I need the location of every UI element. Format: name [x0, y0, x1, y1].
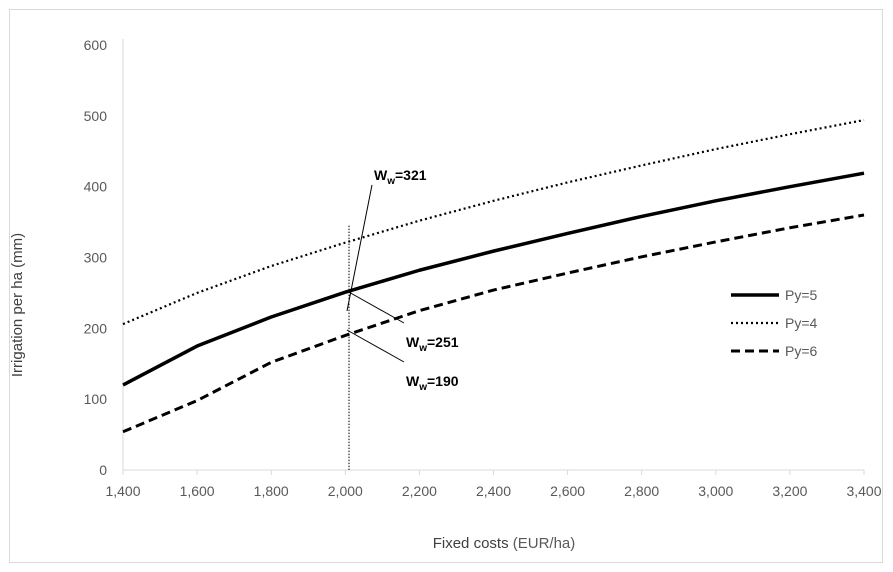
legend-label: Py=5 — [785, 287, 818, 303]
x-axis-title: Fixed costs (EUR/ha) — [433, 535, 576, 552]
series-line-py-5 — [122, 171, 865, 387]
legend: Py=5 Py=4 Py=6 — [731, 287, 818, 359]
x-tick-label: 2,800 — [624, 483, 659, 499]
x-tick-label: 3,400 — [846, 483, 881, 499]
x-tick-label: 1,400 — [105, 483, 140, 499]
y-axis-title: Irrigation per ha (mm) — [9, 233, 26, 377]
x-tick-label: 2,200 — [402, 483, 437, 499]
x-tick-label: 1,600 — [180, 483, 215, 499]
y-tick-label: 500 — [84, 108, 108, 124]
chart-frame — [9, 9, 883, 563]
x-tick-label: 2,600 — [550, 483, 585, 499]
annotation-label: Ww=190 — [406, 373, 459, 393]
legend-label: Py=6 — [785, 343, 818, 359]
annotation-label: Ww=321 — [374, 167, 427, 187]
y-tick-label: 200 — [84, 320, 108, 336]
y-tick-label: 0 — [99, 462, 107, 478]
x-tick-label: 2,000 — [328, 483, 363, 499]
series-line-py-6 — [122, 213, 865, 434]
annotation-leader — [346, 329, 405, 363]
series-group — [122, 119, 865, 434]
x-tick-label: 3,200 — [772, 483, 807, 499]
legend-label: Py=4 — [785, 315, 818, 331]
y-tick-label: 100 — [84, 391, 108, 407]
series-line-py-4 — [122, 119, 865, 326]
annotation-leader — [346, 184, 373, 312]
x-tick-label: 3,000 — [698, 483, 733, 499]
x-tick-label: 2,400 — [476, 483, 511, 499]
x-tick-label: 1,800 — [254, 483, 289, 499]
annotation-label: Ww=251 — [406, 334, 459, 354]
y-tick-label: 300 — [84, 250, 108, 266]
annotation-leader — [346, 290, 405, 324]
y-tick-label: 400 — [84, 179, 108, 195]
axes: 0 100 200 300 400 500 600 1,400 1,600 1,800 2,000 2… — [84, 37, 882, 499]
y-tick-label: 600 — [84, 37, 108, 53]
annotations-group: Ww=321 Ww=251 Ww=190 — [346, 167, 459, 393]
